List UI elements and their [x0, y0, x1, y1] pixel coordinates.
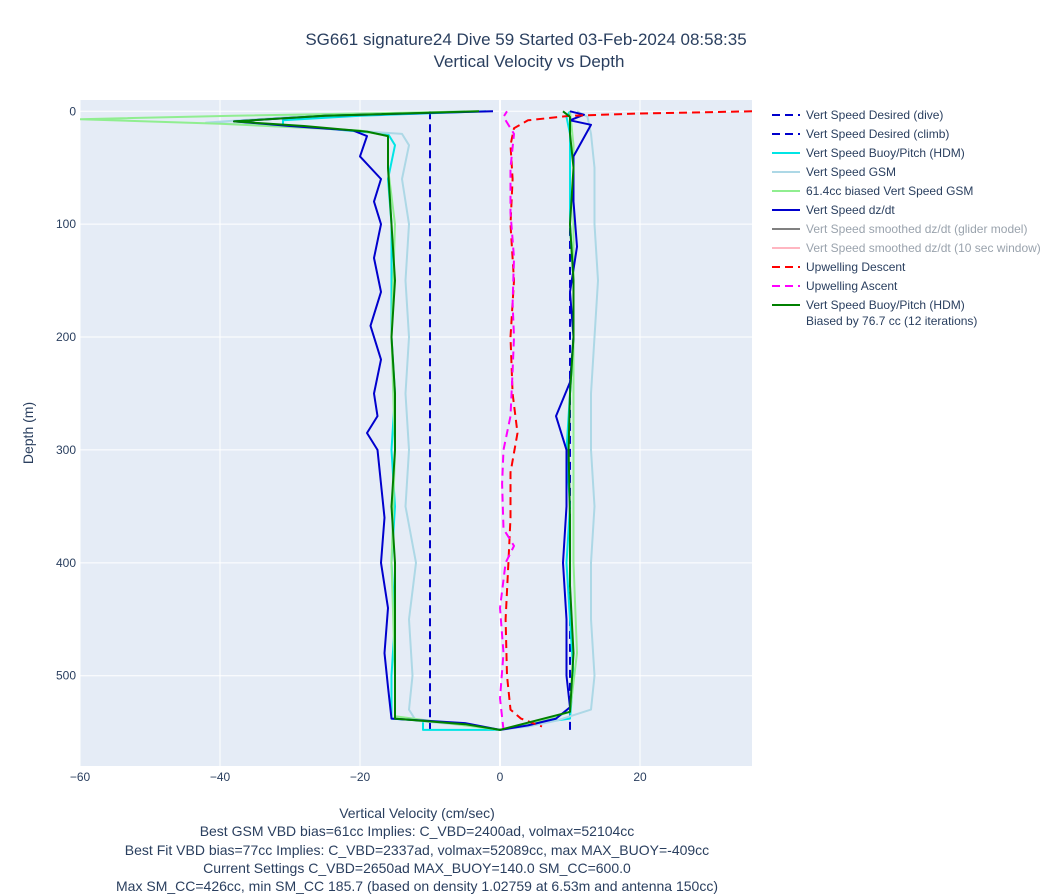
- y-tick-label: 300: [56, 443, 76, 457]
- x-tick-label: −60: [70, 770, 91, 784]
- legend-label: Upwelling Ascent: [806, 279, 898, 293]
- legend-item[interactable]: Vert Speed Buoy/Pitch (HDM): [772, 146, 965, 160]
- legend-item[interactable]: Vert Speed Desired (dive): [772, 108, 943, 122]
- y-tick-label: 200: [56, 330, 76, 344]
- footnote-line-3: Current Settings C_VBD=2650ad MAX_BUOY=1…: [203, 860, 631, 876]
- legend-item[interactable]: Vert Speed GSM: [772, 165, 896, 179]
- chart-title: SG661 signature24 Dive 59 Started 03-Feb…: [305, 30, 746, 49]
- legend-item[interactable]: Vert Speed Buoy/Pitch (HDM) Biased by 76.…: [772, 298, 977, 328]
- plot-area: [80, 110, 752, 731]
- legend-label: Vert Speed GSM: [806, 165, 896, 179]
- legend-label: 61.4cc biased Vert Speed GSM: [806, 184, 973, 198]
- y-axis-title: Depth (m): [20, 402, 36, 464]
- chart-subtitle: Vertical Velocity vs Depth: [434, 52, 625, 71]
- series-line-8: [504, 110, 752, 728]
- legend-label: Vert Speed Desired (dive): [806, 108, 943, 122]
- series-layer: [80, 110, 752, 731]
- legend-label: Vert Speed Desired (climb): [806, 127, 949, 141]
- footnote-line-4: Max SM_CC=426cc, min SM_CC 185.7 (based …: [116, 878, 718, 894]
- legend-label: Vert Speed smoothed dz/dt (10 sec window…: [806, 241, 1041, 255]
- legend-item[interactable]: Upwelling Ascent: [772, 279, 898, 293]
- legend-label: Upwelling Descent: [806, 260, 906, 274]
- legend-item[interactable]: 61.4cc biased Vert Speed GSM: [772, 184, 973, 198]
- footnote-line-2: Best Fit VBD bias=77cc Implies: C_VBD=23…: [125, 842, 709, 858]
- legend-item[interactable]: Vert Speed smoothed dz/dt (10 sec window…: [772, 241, 1041, 255]
- x-tick-label: −40: [210, 770, 231, 784]
- series-line-5: [233, 110, 592, 731]
- x-tick-labels: −60 −40 −20 0 20: [70, 770, 647, 784]
- legend: Vert Speed Desired (dive) Vert Speed Desi…: [772, 108, 1041, 328]
- plot-background: [80, 100, 752, 766]
- x-tick-label: −20: [350, 770, 371, 784]
- y-tick-label: 0: [69, 104, 76, 118]
- legend-label: Vert Speed dz/dt: [806, 203, 895, 217]
- legend-item[interactable]: Vert Speed dz/dt: [772, 203, 895, 217]
- legend-label: Vert Speed smoothed dz/dt (glider model): [806, 222, 1027, 236]
- x-tick-label: 20: [633, 770, 647, 784]
- grid-lines: [79, 100, 752, 766]
- y-tick-labels: 0 100 200 300 400 500: [56, 104, 76, 682]
- y-tick-label: 100: [56, 217, 76, 231]
- x-axis-title: Vertical Velocity (cm/sec): [339, 805, 495, 821]
- legend-item[interactable]: Vert Speed Desired (climb): [772, 127, 949, 141]
- x-tick-label: 0: [497, 770, 504, 784]
- legend-label: Vert Speed Buoy/Pitch (HDM): [806, 146, 965, 160]
- y-tick-label: 400: [56, 556, 76, 570]
- legend-label-line-2: Biased by 76.7 cc (12 iterations): [806, 314, 977, 328]
- legend-item[interactable]: Upwelling Descent: [772, 260, 906, 274]
- series-line-9: [499, 110, 515, 731]
- series-line-10: [233, 110, 575, 731]
- legend-item[interactable]: Vert Speed smoothed dz/dt (glider model): [772, 222, 1027, 236]
- y-tick-label: 500: [56, 669, 76, 683]
- footnote-line-1: Best GSM VBD bias=61cc Implies: C_VBD=24…: [200, 823, 635, 839]
- legend-label: Vert Speed Buoy/Pitch (HDM): [806, 298, 965, 312]
